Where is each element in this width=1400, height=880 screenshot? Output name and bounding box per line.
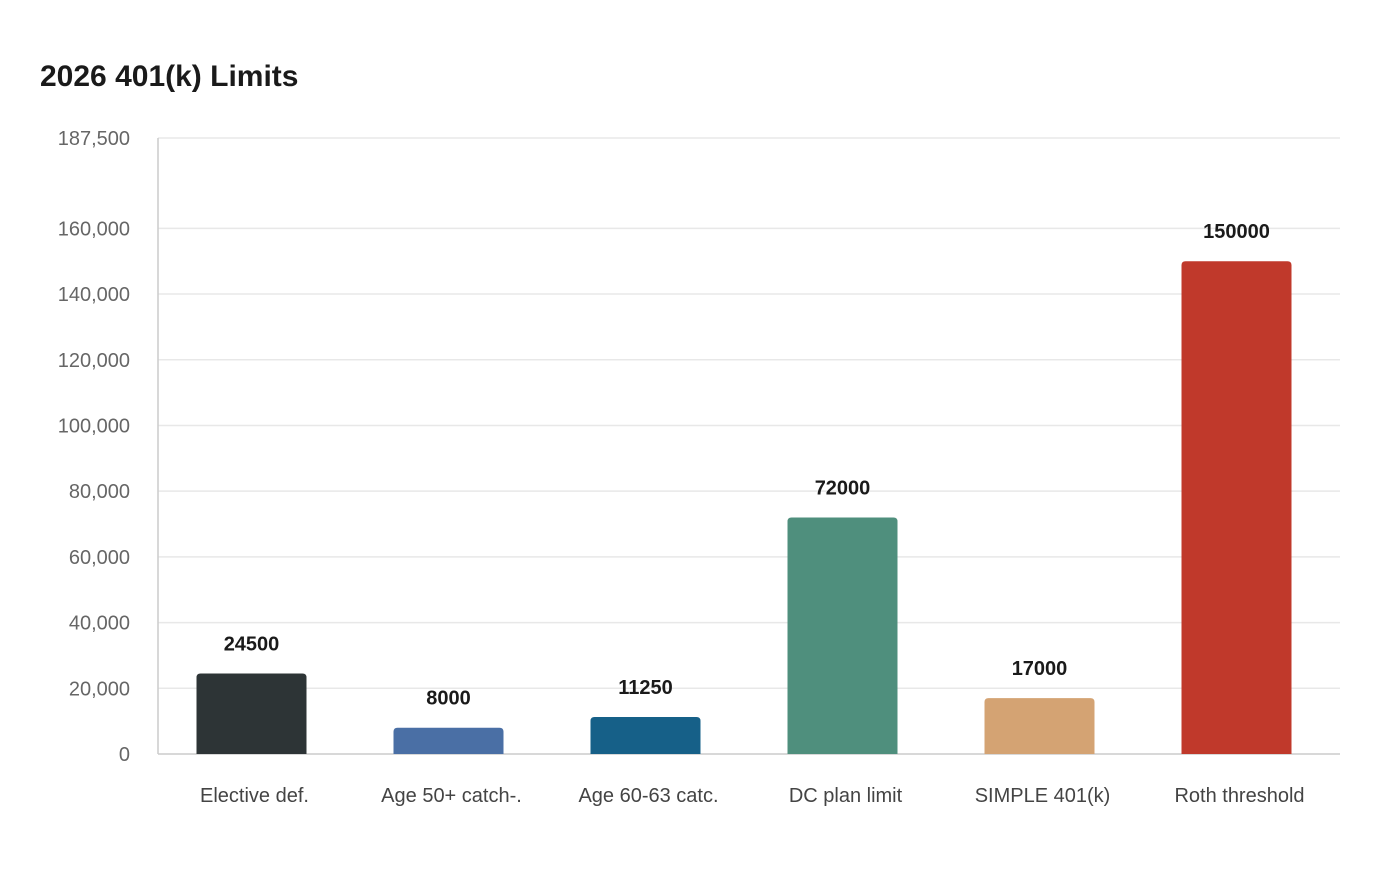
y-tick-label: 40,000 bbox=[69, 613, 130, 635]
value-label: 11250 bbox=[618, 677, 673, 699]
x-tick-label: Elective def. bbox=[200, 785, 309, 807]
bar-4 bbox=[787, 517, 898, 754]
value-labels: 24500 8000 11250 72000 17000 150000 bbox=[224, 221, 1270, 710]
bar-5 bbox=[984, 698, 1095, 754]
value-label: 150000 bbox=[1203, 221, 1270, 243]
x-tick-label: SIMPLE 401(k) bbox=[975, 785, 1111, 807]
y-tick-label: 160,000 bbox=[58, 218, 130, 240]
category-labels: Elective def. Age 50+ catch-. Age 60-63 ca… bbox=[200, 785, 1305, 807]
axes bbox=[157, 138, 1340, 755]
x-tick-label: Age 60-63 catc. bbox=[578, 785, 718, 807]
y-tick-labels: 0 20,000 40,000 60,000 80,000 100,000 120,000 1… bbox=[58, 128, 130, 766]
value-label: 24500 bbox=[224, 634, 280, 656]
gridlines bbox=[158, 137, 1340, 690]
y-tick-label: 187,500 bbox=[58, 128, 130, 150]
value-label: 72000 bbox=[815, 477, 871, 499]
y-tick-label: 0 bbox=[119, 744, 130, 766]
y-tick-label: 80,000 bbox=[69, 481, 130, 503]
x-tick-label: Age 50+ catch-. bbox=[381, 785, 522, 807]
value-label: 8000 bbox=[426, 688, 471, 710]
bar-6 bbox=[1181, 261, 1292, 754]
bars bbox=[196, 261, 1292, 754]
y-tick-label: 140,000 bbox=[58, 284, 130, 306]
bar-2 bbox=[393, 727, 504, 754]
y-tick-label: 120,000 bbox=[58, 350, 130, 372]
x-tick-label: Roth threshold bbox=[1174, 785, 1304, 807]
x-tick-label: DC plan limit bbox=[789, 785, 903, 807]
value-label: 17000 bbox=[1012, 658, 1068, 680]
y-tick-label: 100,000 bbox=[58, 415, 130, 437]
y-tick-label: 20,000 bbox=[69, 678, 130, 700]
chart-title: 2026 401(k) Limits bbox=[40, 60, 299, 93]
y-tick-label: 60,000 bbox=[69, 547, 130, 569]
bar-1 bbox=[196, 673, 307, 754]
bar-3 bbox=[590, 717, 701, 754]
